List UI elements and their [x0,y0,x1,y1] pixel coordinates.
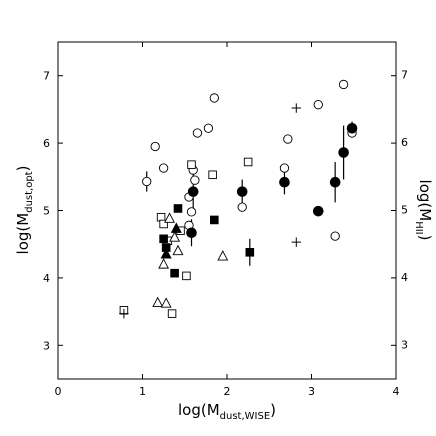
open-circle-point [279,163,290,173]
y-tick-label-right: 7 [401,69,408,82]
y-axis-label-left-main: log(M [14,213,32,255]
x-tick-label: 3 [308,385,315,398]
x-tick-label: 4 [393,385,400,398]
open-circle-point [330,231,340,241]
x-tick-label: 2 [224,385,231,398]
open-circle-point [190,175,200,185]
filled-circle-point [236,186,248,197]
y-axis-label-right-main: log(M [416,180,434,222]
filled-circle-point [187,186,199,197]
open-circle-point [142,176,152,187]
open-triangle-point [164,212,175,223]
x-axis-label-main: log(M [178,401,220,419]
filled-circle-point [329,176,341,188]
open-triangle-point [152,296,164,307]
filled-triangle-point [160,248,172,259]
filled-square-point [173,204,183,213]
y-axis-label-right-sub: HII [413,221,424,234]
y-tick-label-left: 3 [43,339,50,352]
y-tick-label-right: 3 [401,338,408,351]
open-square-point [167,309,177,318]
y-tick-label-left: 4 [43,272,50,285]
x-axis-label-close: ) [270,401,276,419]
plot-area-frame [57,41,397,380]
y-tick-label-right: 5 [401,204,408,217]
open-square-point [208,170,217,180]
y-axis-label-right: log(MHII) [413,180,434,241]
filled-circle-point [312,205,324,217]
plus-point [291,103,301,113]
axis-tick-labels: 0 1 2 3 4 3 4 5 6 7 3 4 5 6 7 [43,69,408,398]
open-square-point [243,157,253,167]
filled-square-point [159,234,168,244]
y-tick-label-right: 4 [401,271,408,284]
filled-square-point [170,268,179,278]
y-axis-label-left: log(Mdust,opt) [14,166,35,255]
open-circle-point [209,93,219,103]
open-triangle-point [160,297,172,308]
y-tick-label-left: 7 [43,70,50,83]
filled-circle-point [186,227,197,239]
plus-point [119,308,129,319]
y-tick-label-left: 5 [43,205,50,218]
x-axis-label: log(Mdust,WISE) [178,401,276,422]
open-triangle-point [172,244,184,256]
y-axis-label-left-close: ) [14,166,32,172]
x-tick-label: 0 [55,385,62,398]
x-axis-label-sub: dust,WISE [220,411,271,422]
open-triangle-point [158,258,170,269]
open-circle-point [237,202,247,212]
open-circle-point [203,123,214,133]
open-square-point [182,271,191,281]
open-circle-point [283,134,293,144]
filled-square-point [245,247,255,257]
open-circle-point [186,207,197,217]
x-tick-label: 1 [139,385,146,398]
y-axis-label-left-sub: dust,opt [24,171,35,212]
open-circle-point [338,79,349,90]
axis-ticks [57,42,397,379]
error-bars [146,121,353,266]
open-circle-point [313,100,323,110]
y-axis-label-right-close: ) [416,235,434,241]
plus-point [291,237,301,247]
y-tick-label-right: 6 [401,136,408,149]
data-points [119,79,358,319]
open-circle-point [192,128,203,138]
y-tick-label-left: 6 [43,137,50,150]
open-triangle-point [217,250,229,261]
filled-circle-point [346,122,358,134]
open-square-point [159,219,168,229]
open-square-point [187,160,196,169]
open-triangle-point [169,231,181,242]
open-circle-point [150,141,160,152]
filled-circle-point [279,176,290,188]
open-circle-point [158,163,169,173]
filled-circle-point [338,147,349,158]
filled-square-point [210,215,219,225]
filled-triangle-point [170,222,182,233]
